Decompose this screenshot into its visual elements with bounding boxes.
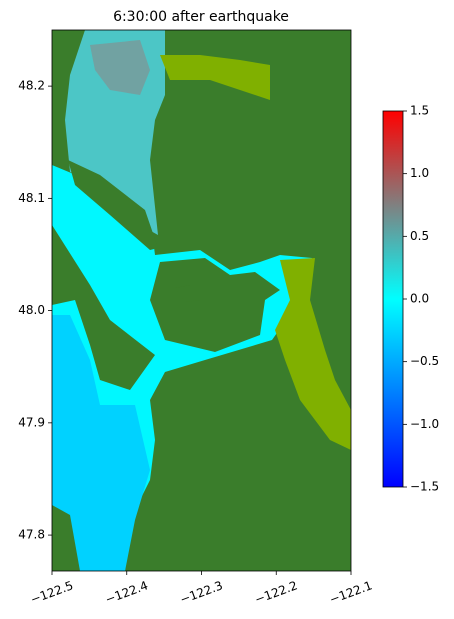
north-shore <box>160 55 270 100</box>
y-tick-label: 47.9 <box>18 415 45 429</box>
colorbar <box>382 110 404 488</box>
y-tick-label: 48.0 <box>18 303 45 317</box>
island <box>68 160 158 250</box>
colorbar-tick-label: 1.5 <box>410 104 429 118</box>
x-tick-label: −122.3 <box>178 578 225 606</box>
y-tick-label: 47.8 <box>18 528 45 542</box>
shore <box>52 505 80 571</box>
east-shore <box>275 258 351 450</box>
chart-title: 6:30:00 after earthquake <box>113 9 289 25</box>
y-tick-label: 48.1 <box>18 191 45 205</box>
colorbar-tick-label: −0.5 <box>410 354 439 368</box>
peninsula <box>52 225 155 390</box>
colorbar-tick-label: −1.0 <box>410 417 439 431</box>
east-land <box>150 258 280 352</box>
x-tick-label: −122.5 <box>29 578 76 606</box>
colorbar-tick-label: −1.5 <box>410 480 439 494</box>
x-tick-label: −122.1 <box>328 578 375 606</box>
colorbar-tick-label: 1.0 <box>410 166 429 180</box>
colorbar-tick-label: 0.5 <box>410 229 429 243</box>
colorbar-tick-label: 0.0 <box>410 292 429 306</box>
map <box>52 30 351 571</box>
x-tick-label: −122.2 <box>253 578 300 606</box>
ocean <box>52 315 150 571</box>
y-tick-label: 48.2 <box>18 79 45 93</box>
x-tick-label: −122.4 <box>103 578 150 606</box>
islet <box>175 285 200 302</box>
water-north-high <box>90 40 150 95</box>
